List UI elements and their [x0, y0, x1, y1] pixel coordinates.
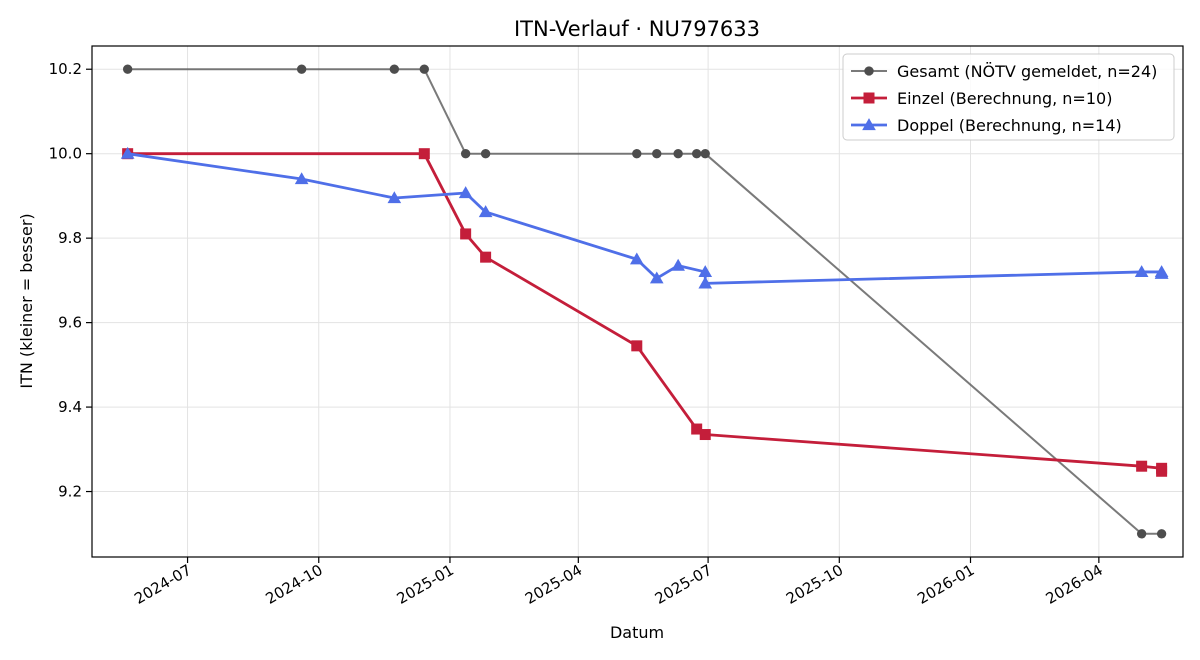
series-circle — [122, 64, 1167, 539]
data-point — [460, 149, 471, 159]
data-point — [460, 228, 472, 240]
data-point — [699, 429, 711, 441]
data-point — [864, 66, 874, 76]
x-tick-label: 2025-07 — [652, 561, 715, 608]
series-square — [122, 148, 1168, 477]
legend-box — [842, 53, 1175, 141]
data-point — [862, 118, 876, 131]
plot-frame — [91, 45, 1184, 558]
x-tick-label: 2026-01 — [914, 561, 977, 608]
legend-label: Doppel (Berechnung, n=14) — [897, 116, 1122, 135]
y-tick-label: 10.0 — [49, 145, 82, 163]
series-line — [127, 152, 1164, 472]
data-point — [649, 271, 664, 284]
data-point — [631, 340, 643, 352]
data-point — [1156, 465, 1168, 477]
data-point — [1156, 529, 1167, 539]
x-tick-label: 2025-01 — [394, 561, 457, 608]
data-point — [296, 64, 307, 74]
y-axis-ticks: 9.2 9.4 9.6 9.8 10.0 10.2 — [49, 60, 92, 501]
y-tick-label: 9.4 — [58, 398, 82, 416]
chart-title: ITN-Verlauf · NU797633 — [514, 17, 760, 41]
legend-label: Einzel (Berechnung, n=10) — [897, 89, 1112, 108]
data-point — [458, 186, 473, 199]
legend-entry: Doppel (Berechnung, n=14) — [851, 116, 1122, 135]
data-point — [1136, 460, 1148, 472]
data-point — [387, 191, 402, 204]
y-axis-label: ITN (kleiner = besser) — [17, 213, 36, 388]
data-point — [671, 258, 685, 271]
data-point — [629, 252, 644, 265]
legend-entry: Gesamt (NÖTV gemeldet, n=24) — [851, 62, 1157, 81]
x-axis-label: Datum — [610, 623, 664, 642]
data-point — [480, 251, 492, 263]
data-point — [478, 205, 493, 218]
y-tick-label: 9.2 — [58, 483, 82, 501]
data-point — [1154, 266, 1169, 279]
y-tick-label: 9.6 — [58, 314, 82, 332]
series-layer — [120, 64, 1169, 539]
y-tick-label: 10.2 — [49, 60, 82, 78]
x-tick-label: 2024-10 — [262, 561, 325, 608]
series-triangle — [120, 146, 1169, 289]
data-point — [122, 64, 133, 74]
y-tick-label: 9.8 — [58, 229, 82, 247]
data-point — [863, 92, 875, 104]
data-point — [632, 149, 642, 159]
data-point — [418, 148, 430, 160]
legend-label: Gesamt (NÖTV gemeldet, n=24) — [897, 62, 1157, 81]
legend-entry: Einzel (Berechnung, n=10) — [851, 89, 1112, 108]
data-point — [389, 64, 400, 74]
x-axis-ticks: 2024-07 2024-10 2025-01 2025-04 2025-07 2025-… — [131, 557, 1106, 608]
data-point — [673, 149, 683, 159]
x-tick-label: 2025-04 — [522, 561, 585, 608]
data-point — [700, 149, 710, 159]
data-point — [692, 149, 702, 159]
x-tick-label: 2026-04 — [1043, 561, 1106, 608]
series-line — [127, 152, 1164, 285]
x-tick-label: 2024-07 — [131, 561, 194, 608]
x-tick-label: 2025-10 — [783, 561, 846, 608]
data-point — [1136, 529, 1147, 539]
data-point — [698, 276, 713, 289]
data-point — [480, 149, 491, 159]
data-point — [698, 265, 713, 278]
data-point — [1134, 265, 1149, 278]
data-point — [294, 172, 309, 185]
data-point — [691, 423, 703, 435]
data-point — [652, 149, 662, 159]
legend: Gesamt (NÖTV gemeldet, n=24) Einzel (Bere… — [842, 53, 1175, 141]
data-point — [120, 146, 135, 159]
data-point — [419, 64, 429, 74]
